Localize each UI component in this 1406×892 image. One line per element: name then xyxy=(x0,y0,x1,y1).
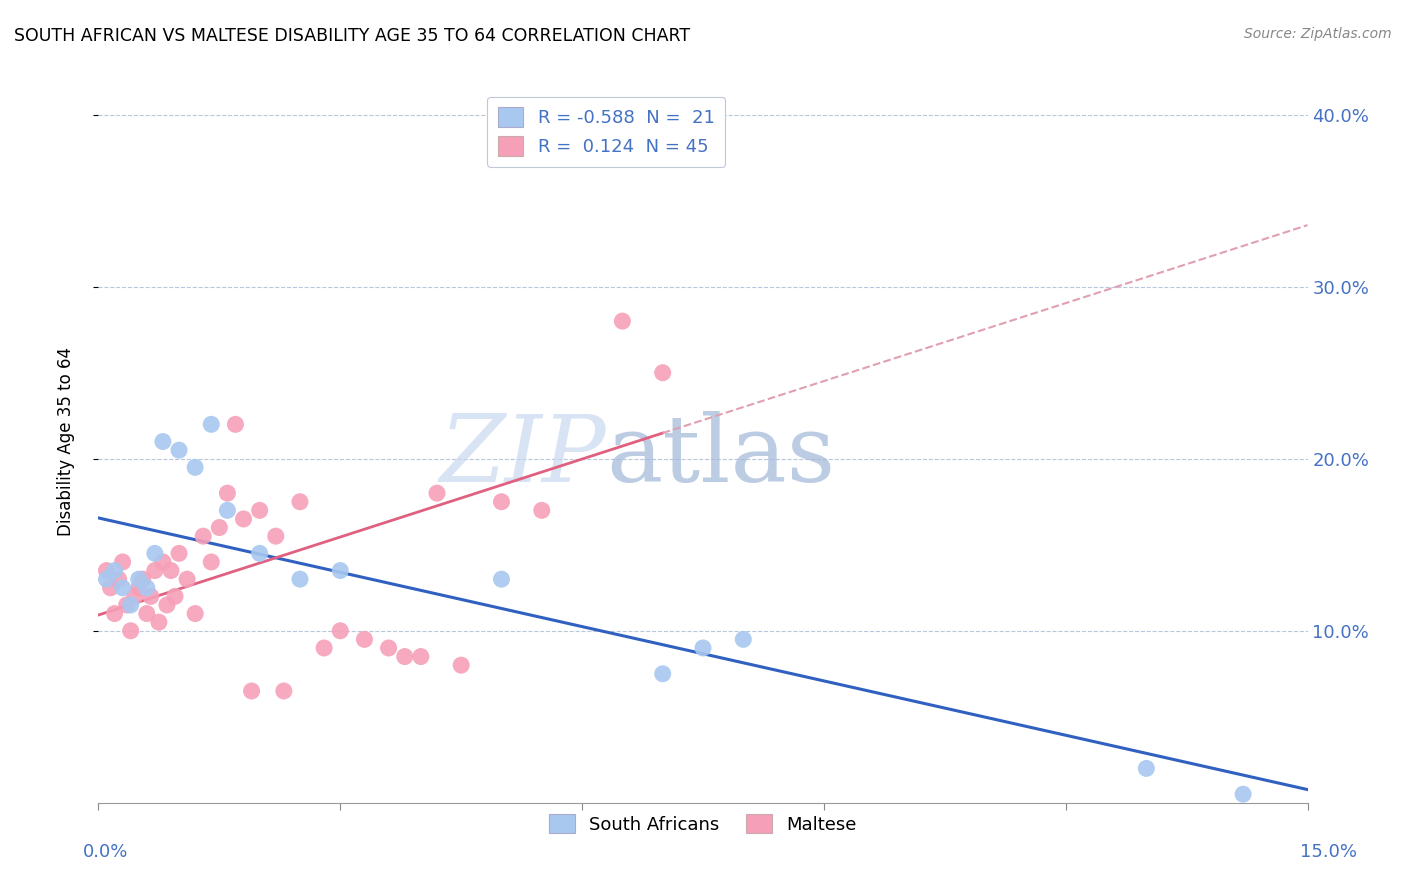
Point xyxy=(128,581,150,595)
Point xyxy=(176,572,198,586)
Point xyxy=(103,564,125,578)
Point xyxy=(111,581,134,595)
Point xyxy=(530,503,553,517)
Point xyxy=(264,529,287,543)
Point xyxy=(1135,761,1157,775)
Point xyxy=(692,640,714,655)
Text: SOUTH AFRICAN VS MALTESE DISABILITY AGE 35 TO 64 CORRELATION CHART: SOUTH AFRICAN VS MALTESE DISABILITY AGE … xyxy=(14,27,690,45)
Point xyxy=(314,640,336,655)
Point xyxy=(450,658,472,673)
Point xyxy=(232,512,254,526)
Point xyxy=(111,555,134,569)
Point xyxy=(409,649,432,664)
Point xyxy=(156,598,179,612)
Point xyxy=(612,314,634,328)
Point xyxy=(143,546,166,560)
Point xyxy=(249,546,271,560)
Point xyxy=(167,546,190,560)
Point xyxy=(651,366,673,380)
Point xyxy=(1232,787,1254,801)
Point xyxy=(329,624,352,638)
Point xyxy=(163,590,186,604)
Point xyxy=(148,615,170,630)
Y-axis label: Disability Age 35 to 64: Disability Age 35 to 64 xyxy=(56,347,75,536)
Point xyxy=(651,666,673,681)
Point xyxy=(273,684,295,698)
Point xyxy=(152,555,174,569)
Point xyxy=(224,417,246,432)
Point xyxy=(394,649,416,664)
Point xyxy=(103,607,125,621)
Point xyxy=(96,572,118,586)
Point xyxy=(115,598,138,612)
Point xyxy=(329,564,352,578)
Point xyxy=(491,572,513,586)
Point xyxy=(426,486,449,500)
Point xyxy=(200,555,222,569)
Point xyxy=(288,494,311,508)
Point xyxy=(152,434,174,449)
Point xyxy=(733,632,755,647)
Point xyxy=(139,590,162,604)
Point xyxy=(571,142,593,156)
Point xyxy=(135,607,157,621)
Point xyxy=(135,581,157,595)
Text: Source: ZipAtlas.com: Source: ZipAtlas.com xyxy=(1244,27,1392,41)
Point xyxy=(288,572,311,586)
Point xyxy=(377,640,399,655)
Text: 15.0%: 15.0% xyxy=(1301,843,1357,861)
Text: 0.0%: 0.0% xyxy=(83,843,128,861)
Text: ZIP: ZIP xyxy=(440,411,606,501)
Point xyxy=(132,572,155,586)
Point xyxy=(184,607,207,621)
Text: atlas: atlas xyxy=(606,411,835,501)
Point xyxy=(124,590,146,604)
Point xyxy=(128,572,150,586)
Point xyxy=(240,684,263,698)
Point xyxy=(96,564,118,578)
Legend: South Africans, Maltese: South Africans, Maltese xyxy=(543,806,863,841)
Point xyxy=(353,632,375,647)
Point xyxy=(167,443,190,458)
Point xyxy=(120,624,142,638)
Point xyxy=(217,503,239,517)
Point xyxy=(491,494,513,508)
Point xyxy=(143,564,166,578)
Point xyxy=(107,572,129,586)
Point xyxy=(100,581,122,595)
Point xyxy=(184,460,207,475)
Point xyxy=(160,564,183,578)
Point xyxy=(200,417,222,432)
Point xyxy=(249,503,271,517)
Point xyxy=(208,520,231,534)
Point xyxy=(217,486,239,500)
Point xyxy=(193,529,215,543)
Point xyxy=(120,598,142,612)
